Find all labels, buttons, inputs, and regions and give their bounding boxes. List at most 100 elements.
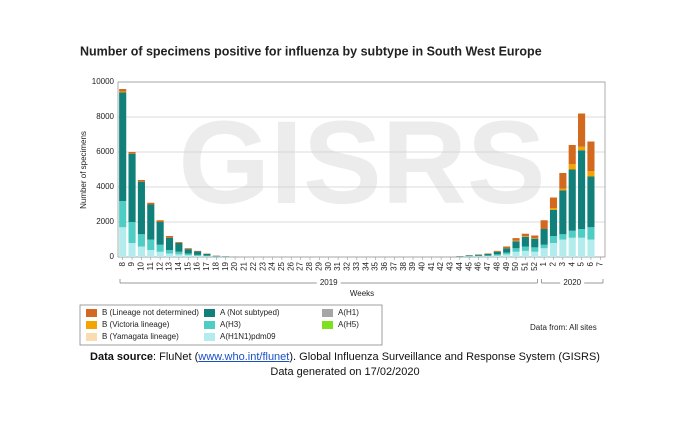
x-tick-label: 27 bbox=[296, 261, 305, 270]
bar-segment bbox=[540, 220, 548, 229]
bar-segment bbox=[493, 251, 501, 255]
bar-segment bbox=[549, 236, 558, 243]
source-link[interactable]: www.who.int/flunet bbox=[198, 351, 290, 363]
bar-segment bbox=[512, 238, 520, 241]
bar-segment bbox=[184, 249, 192, 254]
x-tick-label: 25 bbox=[277, 261, 286, 270]
plot-frame bbox=[117, 81, 606, 258]
x-tick-label: 1 bbox=[539, 261, 548, 266]
x-tick-label: 46 bbox=[474, 261, 483, 270]
x-tick-label: 19 bbox=[221, 261, 230, 270]
year-label: 2020 bbox=[563, 278, 581, 287]
x-tick-label: 11 bbox=[146, 261, 155, 270]
x-tick-label: 8 bbox=[118, 261, 127, 266]
bar-segment bbox=[521, 246, 529, 251]
bar-segment bbox=[147, 250, 155, 257]
x-tick-label: 38 bbox=[399, 261, 408, 270]
bar-segment bbox=[137, 181, 145, 235]
x-tick-label: 42 bbox=[436, 261, 445, 270]
bar-segment bbox=[156, 222, 164, 245]
bar-segment bbox=[540, 229, 548, 245]
bar-segment bbox=[119, 91, 127, 93]
bar-segment bbox=[175, 242, 183, 243]
y-tick-label: 6000 bbox=[96, 147, 114, 156]
bar-segment bbox=[568, 230, 576, 238]
bar-segment bbox=[568, 145, 576, 165]
x-tick-label: 4 bbox=[567, 261, 576, 266]
x-tick-label: 21 bbox=[240, 261, 249, 270]
bar-segment bbox=[587, 227, 595, 240]
x-tick-label: 49 bbox=[502, 261, 511, 270]
bar-segment bbox=[194, 254, 202, 256]
bar-segment bbox=[531, 247, 539, 252]
x-tick-label: 14 bbox=[174, 261, 183, 270]
bar-segment bbox=[549, 209, 558, 236]
x-tick-label: 45 bbox=[464, 261, 473, 270]
bar-segment bbox=[531, 238, 539, 239]
bar-segment bbox=[559, 173, 567, 189]
page: Number of specimens positive for influen… bbox=[79, 44, 606, 378]
bar-segment bbox=[465, 256, 473, 257]
bar-segment bbox=[503, 246, 511, 249]
bar-segment bbox=[119, 89, 127, 92]
x-tick-label: 47 bbox=[483, 261, 492, 270]
bar-segment bbox=[137, 234, 145, 247]
bar-segment bbox=[137, 180, 145, 182]
bar-segment bbox=[568, 164, 576, 170]
bar-segment bbox=[531, 235, 539, 239]
bar-segment bbox=[203, 256, 211, 257]
bar-segment bbox=[493, 254, 501, 256]
bar-segment bbox=[203, 255, 211, 257]
bar-segment bbox=[484, 253, 492, 255]
bar-segment bbox=[484, 256, 492, 257]
legend-swatch bbox=[204, 321, 215, 329]
bar-segment bbox=[156, 244, 164, 252]
legend-swatch bbox=[204, 309, 215, 317]
note: Data from: All sites bbox=[530, 323, 597, 332]
x-tick-label: 16 bbox=[193, 261, 202, 270]
bar-segment bbox=[559, 239, 567, 257]
bar-segment bbox=[147, 202, 155, 205]
source-post: ). Global Influenza Surveillance and Res… bbox=[289, 351, 600, 363]
x-tick-label: 39 bbox=[408, 261, 417, 270]
x-tick-label: 9 bbox=[127, 261, 136, 266]
x-tick-label: 40 bbox=[417, 261, 426, 270]
bar-segment bbox=[549, 243, 558, 257]
bar-segment bbox=[559, 190, 567, 235]
bar-segment bbox=[587, 176, 595, 228]
bar-segment bbox=[175, 254, 183, 257]
legend-label: A(H1) bbox=[338, 308, 359, 317]
footer: Data source: FluNet (www.who.int/flunet)… bbox=[0, 350, 690, 380]
source-line: Data source: FluNet (www.who.int/flunet)… bbox=[0, 350, 690, 365]
x-tick-label: 32 bbox=[343, 261, 352, 270]
x-tick-label: 30 bbox=[324, 261, 333, 270]
bar-segment bbox=[194, 255, 202, 257]
bar-segment bbox=[484, 254, 492, 256]
bar-segment bbox=[578, 146, 586, 151]
bar-segment bbox=[484, 255, 492, 257]
legend-label: A(H1N1)pdm09 bbox=[220, 332, 276, 341]
bar-segment bbox=[184, 248, 192, 250]
x-tick-label: 23 bbox=[258, 261, 267, 270]
bar-segment bbox=[165, 237, 174, 250]
bar-segment bbox=[184, 255, 192, 257]
bar-segment bbox=[512, 241, 520, 249]
generated: Data generated on 17/02/2020 bbox=[270, 366, 420, 378]
bar-segment bbox=[203, 253, 211, 256]
bar-segment bbox=[512, 240, 520, 242]
y-axis-label: Number of specimens bbox=[79, 131, 88, 209]
bar-segment bbox=[128, 222, 136, 243]
x-tick-label: 52 bbox=[530, 261, 539, 270]
bar-segment bbox=[475, 254, 483, 256]
bar-segment bbox=[128, 243, 136, 257]
bar-segment bbox=[475, 256, 483, 257]
x-tick-label: 44 bbox=[455, 261, 464, 270]
legend-swatch bbox=[322, 309, 333, 317]
x-tick-label: 34 bbox=[361, 261, 370, 270]
bar-segment bbox=[465, 255, 473, 257]
legend-label: A(H5) bbox=[338, 320, 359, 329]
bar-segment bbox=[156, 251, 164, 257]
bar-segment bbox=[578, 237, 586, 257]
bar-segment bbox=[128, 152, 136, 154]
x-axis-label: Weeks bbox=[350, 289, 374, 298]
